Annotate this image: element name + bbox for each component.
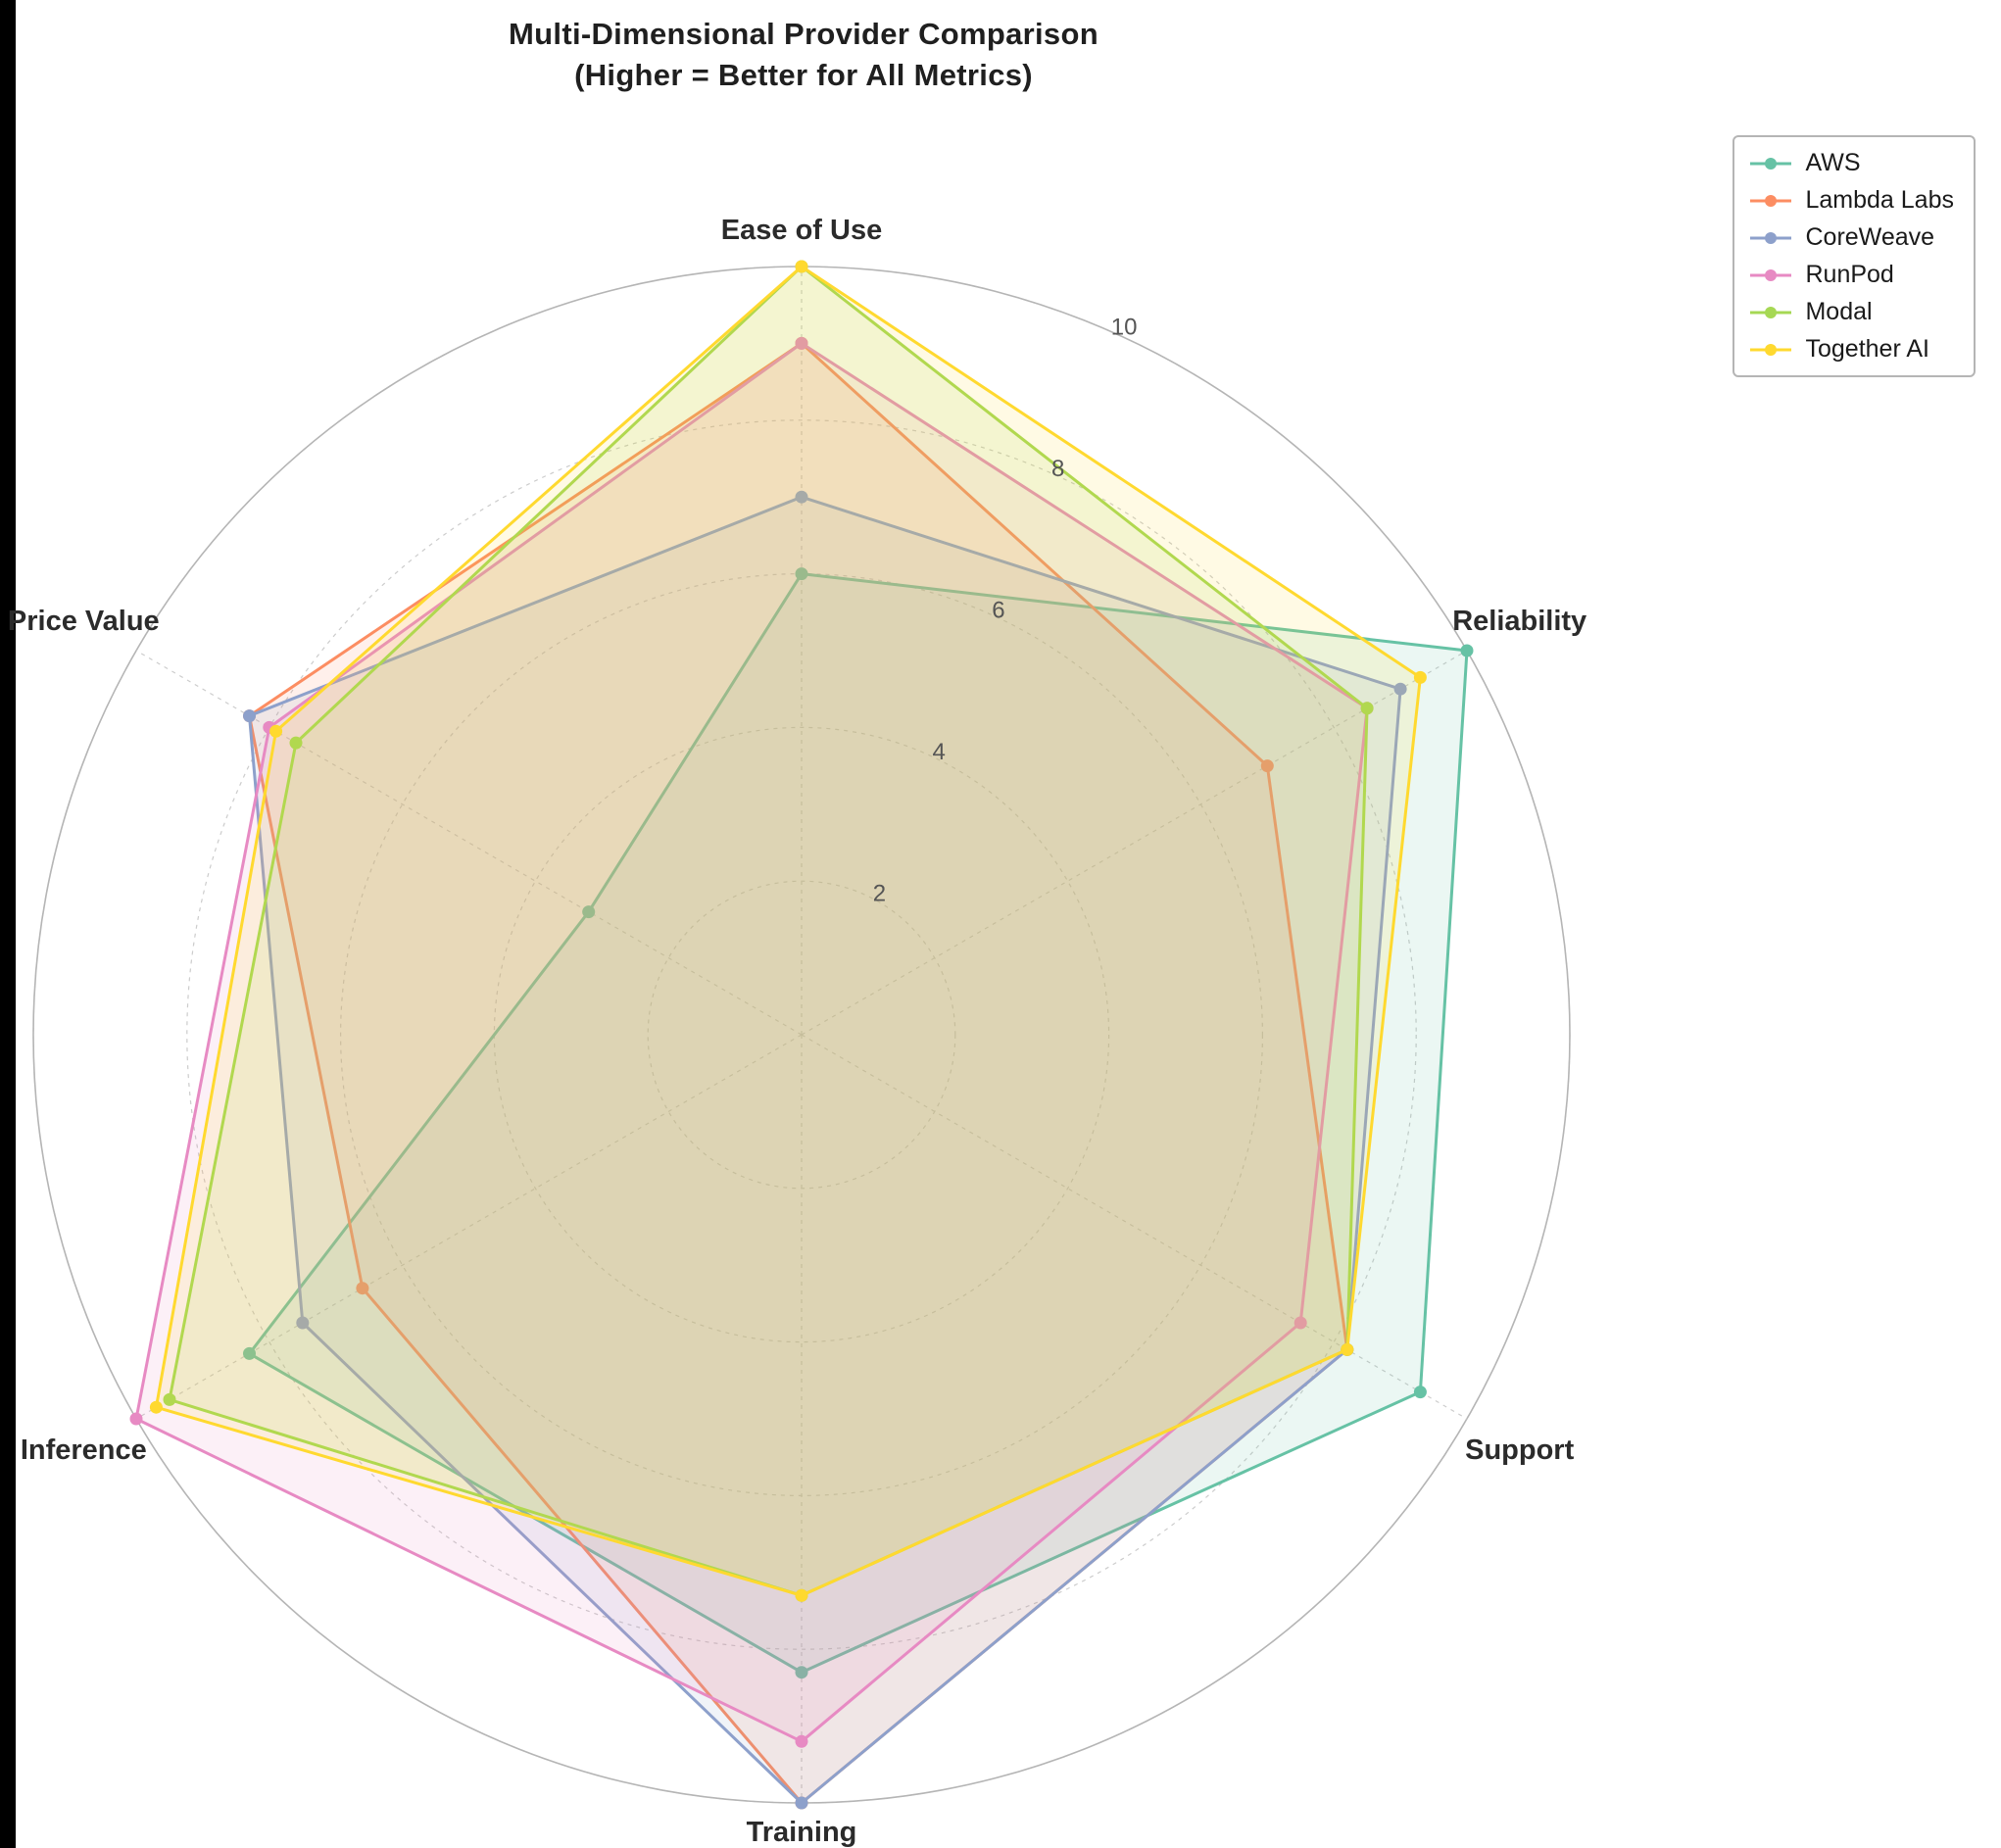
axis-label-inference: Inference	[21, 1435, 147, 1466]
series-point-runpod	[1293, 1316, 1307, 1330]
legend-label: Lambda Labs	[1805, 186, 1954, 214]
grid-circle	[186, 419, 1417, 1650]
legend-label: CoreWeave	[1805, 223, 1935, 251]
series-point-together-ai	[149, 1400, 163, 1414]
series-point-coreweave	[795, 490, 808, 504]
legend-marker-icon	[1750, 306, 1792, 318]
legend-marker-icon	[1750, 231, 1792, 244]
legend-label: AWS	[1805, 149, 1861, 176]
axis-label-support: Support	[1465, 1435, 1574, 1466]
radial-tick-label: 6	[992, 597, 1004, 623]
series-area-together-ai	[154, 265, 1422, 1597]
series-point-aws	[582, 905, 596, 919]
axis-label-reliability: Reliability	[1452, 606, 1586, 637]
series-point-lambda-labs	[356, 1282, 369, 1295]
series-point-runpod	[795, 336, 808, 350]
axis-label-ease-of-use: Ease of Use	[721, 215, 882, 246]
chart-title: Multi-Dimensional Provider Comparison (H…	[0, 14, 1607, 96]
legend-item-modal: Modal	[1748, 298, 1954, 326]
radial-tick-label: 4	[933, 739, 946, 765]
series-point-aws	[1413, 1386, 1427, 1399]
legend-marker-icon	[1750, 268, 1792, 281]
window-left-edge	[0, 0, 16, 1848]
legend-item-aws: AWS	[1748, 149, 1954, 177]
radial-tick-label: 2	[873, 881, 886, 907]
legend-item-coreweave: CoreWeave	[1748, 223, 1954, 252]
series-point-aws	[795, 1666, 808, 1679]
series-point-runpod	[129, 1412, 143, 1426]
series-point-together-ai	[269, 724, 283, 738]
series-point-modal	[1360, 702, 1374, 715]
legend-marker-icon	[1750, 343, 1792, 356]
chart-title-line2: (Higher = Better for All Metrics)	[574, 57, 1033, 92]
legend-item-together-ai: Together AI	[1748, 335, 1954, 364]
radial-tick-label: 10	[1111, 314, 1138, 340]
legend-label: Modal	[1805, 298, 1873, 325]
series-point-together-ai	[795, 1588, 808, 1602]
series-point-together-ai	[1341, 1342, 1354, 1356]
series-point-coreweave	[243, 709, 256, 723]
series-point-runpod	[795, 1734, 808, 1748]
legend-item-lambda-labs: Lambda Labs	[1748, 186, 1954, 215]
series-point-coreweave	[1393, 682, 1407, 696]
legend-label: RunPod	[1805, 261, 1894, 288]
series-point-aws	[795, 567, 808, 581]
series-point-together-ai	[1413, 670, 1427, 684]
axis-label-price-value: Price Value	[8, 606, 160, 637]
series-point-modal	[163, 1392, 176, 1406]
legend-marker-icon	[1750, 157, 1792, 170]
series-point-lambda-labs	[1260, 759, 1274, 773]
chart-title-line1: Multi-Dimensional Provider Comparison	[509, 17, 1098, 51]
axis-label-training: Training	[747, 1817, 857, 1848]
legend-item-runpod: RunPod	[1748, 261, 1954, 289]
legend-label: Together AI	[1805, 335, 1929, 363]
legend: AWS Lambda Labs CoreWeave RunPod Modal Togeth…	[1733, 135, 1976, 377]
series-point-modal	[289, 736, 303, 750]
series-point-together-ai	[795, 260, 808, 273]
legend-marker-icon	[1750, 194, 1792, 207]
series-point-coreweave	[795, 1796, 808, 1810]
series-point-aws	[243, 1346, 256, 1360]
radial-tick-label: 8	[1051, 456, 1064, 482]
series-point-coreweave	[296, 1316, 310, 1330]
series-point-aws	[1460, 644, 1474, 657]
